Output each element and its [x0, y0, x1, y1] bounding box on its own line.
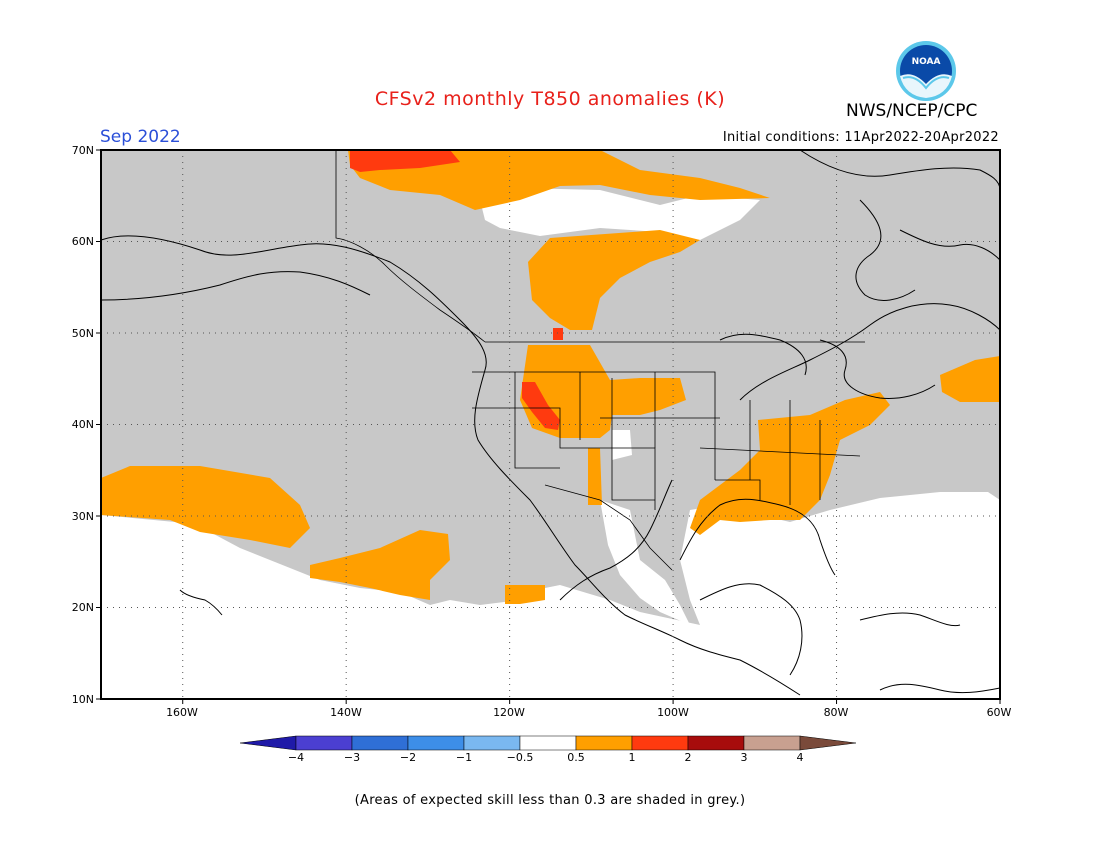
map-title: CFSv2 monthly T850 anomalies (K) — [374, 88, 726, 110]
coastlines — [100, 149, 1001, 696]
colorbar-arrow-high — [799, 735, 857, 751]
colorbar-segment — [407, 735, 465, 751]
lon-label-160w: 160W — [166, 706, 198, 719]
lat-label-50n: 50N — [71, 327, 94, 340]
colorbar-label: −0.5 — [506, 751, 534, 764]
lat-label-30n: 30N — [71, 510, 94, 523]
anomaly-red-shading — [350, 150, 563, 430]
skill-note: (Areas of expected skill less than 0.3 a… — [354, 793, 746, 808]
colorbar-segment — [687, 735, 745, 751]
political-borders — [335, 150, 865, 571]
lat-label-70n: 70N — [71, 144, 94, 157]
lon-label-60w: 60W — [986, 706, 1012, 719]
forecast-month: Sep 2022 — [100, 127, 181, 147]
organization-label: NWS/NCEP/CPC — [846, 101, 978, 121]
lat-label-20n: 20N — [71, 601, 94, 614]
colorbar-segment — [351, 735, 409, 751]
lon-label-80w: 80W — [823, 706, 849, 719]
colorbar-label: 0.5 — [567, 751, 585, 764]
colorbar-label: −3 — [343, 751, 361, 764]
colorbar — [239, 735, 857, 751]
colorbar-label: −1 — [455, 751, 473, 764]
logo-text: NOAA — [912, 57, 941, 67]
colorbar-segment — [743, 735, 801, 751]
colorbar-label: 2 — [684, 751, 692, 764]
colorbar-arrow-low — [239, 735, 297, 751]
colorbar-segment — [295, 735, 353, 751]
lon-label-120w: 120W — [493, 706, 525, 719]
lon-label-140w: 140W — [330, 706, 362, 719]
noaa-logo: NOAA — [896, 41, 956, 101]
colorbar-segment — [463, 735, 521, 751]
map-ticks — [96, 149, 1001, 704]
lon-label-100w: 100W — [657, 706, 689, 719]
colorbar-label: −4 — [287, 751, 305, 764]
colorbar-label: 4 — [796, 751, 804, 764]
colorbar-segment — [575, 735, 633, 751]
colorbar-label: 1 — [628, 751, 636, 764]
lat-label-60n: 60N — [71, 235, 94, 248]
colorbar-label: −2 — [399, 751, 417, 764]
colorbar-label: 3 — [740, 751, 748, 764]
lat-label-40n: 40N — [71, 418, 94, 431]
colorbar-segment — [631, 735, 689, 751]
lat-label-10n: 10N — [71, 693, 94, 706]
initial-conditions: Initial conditions: 11Apr2022-20Apr2022 — [722, 130, 999, 145]
colorbar-segment — [519, 735, 577, 751]
